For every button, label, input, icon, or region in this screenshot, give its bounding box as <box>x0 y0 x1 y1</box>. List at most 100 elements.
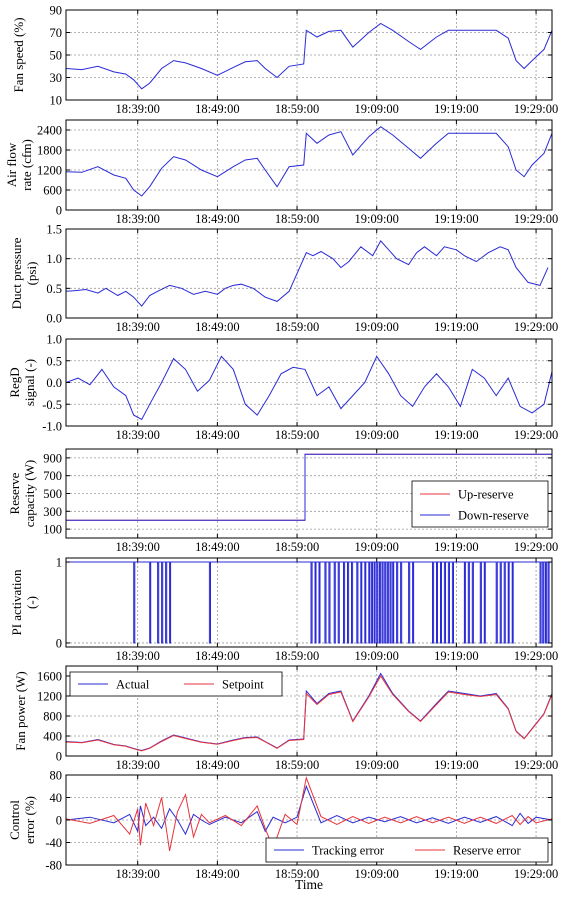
x-tick-label: 18:59:00 <box>275 428 319 442</box>
y-tick-label: 1 <box>56 556 62 570</box>
x-tick-label: 19:09:00 <box>354 540 398 554</box>
x-tick-label: 19:29:00 <box>514 102 558 116</box>
y-tick-label: 0.5 <box>46 354 62 368</box>
legend-label: Up-reserve <box>458 488 514 502</box>
x-tick-label: 18:59:00 <box>275 212 319 226</box>
x-tick-label: 18:39:00 <box>115 758 159 772</box>
series-group <box>66 126 552 197</box>
x-tick-label: 19:09:00 <box>354 102 398 116</box>
x-tick-label: 19:29:00 <box>514 428 558 442</box>
figure-xlabel: Time <box>295 877 323 892</box>
series-group <box>66 561 552 644</box>
y-tick-label: -40 <box>45 836 62 850</box>
y-axis-label: Reserve <box>7 472 22 514</box>
y-tick-label: 40 <box>50 791 63 805</box>
series-group <box>66 240 549 307</box>
y-axis-label: Air flow <box>4 142 19 187</box>
y-tick-label: 700 <box>43 469 62 483</box>
x-tick-label: 19:29:00 <box>514 867 558 881</box>
y-axis-label: (psi) <box>24 262 39 286</box>
series-line-0 <box>66 240 549 307</box>
series-group <box>66 775 552 851</box>
y-tick-label: 400 <box>43 730 62 744</box>
x-tick-label: 18:39:00 <box>115 320 159 334</box>
x-tick-label: 18:49:00 <box>195 212 239 226</box>
legend-label: Reserve error <box>453 844 522 858</box>
series-line-1 <box>66 775 552 851</box>
series-line-1 <box>66 675 552 752</box>
x-tick-label: 19:19:00 <box>434 428 478 442</box>
y-tick-label: 0 <box>56 814 62 828</box>
legend-reserve-capacity: Up-reserve Down-reserve <box>411 480 549 528</box>
x-tick-label: 19:29:00 <box>514 758 558 772</box>
y-tick-label: 0.5 <box>46 282 62 296</box>
x-tick-label: 18:49:00 <box>195 540 239 554</box>
x-tick-label: 18:49:00 <box>195 320 239 334</box>
legend-box <box>411 480 549 528</box>
x-tick-label: 18:59:00 <box>275 758 319 772</box>
y-tick-label: 1.0 <box>46 333 62 347</box>
y-tick-label: 0.0 <box>46 376 62 390</box>
legend-label: Actual <box>116 678 150 692</box>
x-tick-label: 18:39:00 <box>115 428 159 442</box>
y-tick-label: 0.0 <box>46 312 62 326</box>
x-tick-label: 18:49:00 <box>195 428 239 442</box>
x-tick-label: 19:29:00 <box>514 540 558 554</box>
x-tick-label: 18:39:00 <box>115 212 159 226</box>
x-tick-label: 19:09:00 <box>354 212 398 226</box>
y-tick-label: 0 <box>56 204 62 218</box>
x-tick-label: 18:49:00 <box>195 649 239 663</box>
y-axis-label: PI activation <box>9 569 24 636</box>
y-tick-label: 90 <box>50 4 63 18</box>
legend-box <box>265 837 549 863</box>
y-tick-label: 30 <box>50 71 63 85</box>
x-tick-label: 18:59:00 <box>275 102 319 116</box>
x-tick-label: 18:39:00 <box>115 867 159 881</box>
panel-fan-power: 18:39:00 18:49:00 18:59:00 19:09:00 19:19:00… <box>13 665 558 772</box>
y-tick-label: 70 <box>50 26 63 40</box>
series-line-0 <box>66 22 552 90</box>
legend-label: Down-reserve <box>458 509 529 523</box>
series-line-0 <box>66 561 552 644</box>
legend-control-error: Tracking error Reserve error <box>265 837 549 863</box>
x-tick-label: 19:19:00 <box>434 540 478 554</box>
y-axis-label: Duct pressure <box>9 237 24 309</box>
x-tick-label: 18:49:00 <box>195 102 239 116</box>
y-tick-label: 1.5 <box>46 223 62 237</box>
panel-regd-signal: 18:39:00 18:49:00 18:59:00 19:09:00 19:19:00… <box>7 333 558 443</box>
series-group <box>66 672 552 752</box>
x-tick-label: 19:09:00 <box>354 867 398 881</box>
x-tick-label: 19:19:00 <box>434 212 478 226</box>
legend-label: Tracking error <box>312 844 385 858</box>
plot-frame <box>65 665 553 757</box>
y-tick-label: 100 <box>43 523 62 537</box>
y-tick-label: -1.0 <box>42 420 62 434</box>
panel-duct-pressure: 18:39:00 18:49:00 18:59:00 19:09:00 19:19:00… <box>9 223 558 335</box>
x-tick-label: 18:59:00 <box>275 320 319 334</box>
y-axis-label: Fan speed (%) <box>11 17 26 92</box>
panel-pi-activation: 18:39:00 18:49:00 18:59:00 19:09:00 19:19:00… <box>9 556 558 663</box>
y-tick-label: 50 <box>50 49 63 63</box>
x-tick-label: 18:59:00 <box>275 649 319 663</box>
y-tick-label: 900 <box>43 451 62 465</box>
x-tick-label: 19:19:00 <box>434 758 478 772</box>
y-axis-label: RegD <box>7 367 22 397</box>
y-axis-label: Fan power (W) <box>13 671 28 750</box>
x-tick-label: 19:09:00 <box>354 320 398 334</box>
y-tick-label: -80 <box>45 859 62 873</box>
x-tick-label: 19:29:00 <box>514 320 558 334</box>
y-tick-label: 1.0 <box>46 252 62 266</box>
y-tick-label: 0 <box>56 636 62 650</box>
y-tick-label: 1200 <box>37 690 62 704</box>
plot-frame <box>65 557 553 648</box>
x-tick-label: 18:59:00 <box>275 867 319 881</box>
x-tick-label: 19:09:00 <box>354 758 398 772</box>
panel-air-flow: 18:39:00 18:49:00 18:59:00 19:09:00 19:19:00… <box>4 119 558 226</box>
x-tick-label: 18:49:00 <box>195 758 239 772</box>
panel-fan-speed: 18:39:00 18:49:00 18:59:00 19:09:00 19:19:00… <box>11 4 558 117</box>
y-tick-label: 800 <box>43 710 62 724</box>
series-line-1 <box>66 453 552 521</box>
y-tick-label: 2400 <box>37 124 62 138</box>
y-tick-label: 80 <box>50 769 63 783</box>
